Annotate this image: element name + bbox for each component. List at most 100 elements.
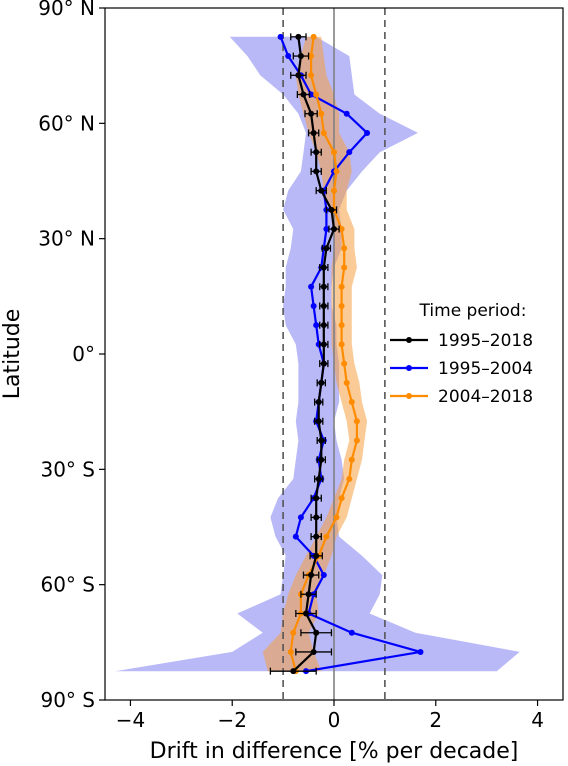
data-point (338, 495, 345, 502)
data-point (343, 110, 350, 117)
x-tick-label: 0 (328, 708, 341, 732)
data-point (285, 53, 292, 60)
data-point (348, 456, 355, 463)
data-point (313, 149, 320, 156)
data-point (300, 91, 307, 98)
legend-title: Time period: (419, 301, 527, 321)
y-tick-label: 30° N (38, 227, 95, 251)
data-point (315, 475, 322, 482)
legend-label: 1995–2004 (438, 359, 533, 379)
data-point (338, 283, 345, 290)
legend-label: 2004–2018 (438, 387, 533, 407)
x-axis: −4 −2 0 2 4 (116, 700, 544, 732)
data-point (308, 110, 315, 117)
data-point (308, 283, 315, 290)
data-point (310, 648, 317, 655)
data-point (295, 33, 302, 40)
data-point (318, 437, 325, 444)
data-point (287, 648, 294, 655)
data-point (318, 456, 325, 463)
data-point (338, 322, 345, 329)
data-point (318, 110, 325, 117)
legend-marker (406, 365, 412, 371)
data-point (313, 168, 320, 175)
x-tick-label: 4 (531, 708, 544, 732)
data-point (320, 283, 327, 290)
data-point (331, 149, 337, 156)
data-point (295, 72, 302, 79)
data-point (331, 226, 337, 233)
data-point (346, 475, 353, 482)
data-point (297, 53, 304, 60)
y-tick-label: 90° N (38, 0, 95, 20)
data-point (290, 629, 297, 636)
data-point (292, 533, 299, 540)
data-point (315, 418, 322, 425)
data-point (320, 302, 327, 309)
data-point (348, 629, 355, 636)
band-late-period (262, 36, 368, 672)
data-point (338, 302, 345, 309)
series-line (279, 36, 422, 673)
data-point (341, 360, 348, 367)
data-point (297, 514, 304, 521)
data-point (310, 33, 317, 40)
uncertainty-bands (115, 36, 520, 672)
x-axis-title: Drift in difference [% per decade] (150, 739, 519, 764)
y-axis-title: Latitude (0, 309, 25, 400)
reference-lines (282, 8, 386, 700)
y-axis: 90° N 60° N 30° N 0° 30° S 60° S 90° S (38, 0, 105, 712)
legend: Time period: 1995–2018 1995–2004 2004–2018 (390, 301, 533, 407)
data-point (331, 187, 337, 194)
x-tick-label: −2 (217, 708, 246, 732)
data-point (290, 668, 297, 675)
data-point (353, 418, 360, 425)
data-point (343, 379, 350, 386)
x-tick-label: −4 (116, 708, 145, 732)
x-tick-label: 2 (429, 708, 442, 732)
series-line (292, 36, 336, 672)
data-point (341, 245, 348, 252)
data-point (305, 591, 312, 598)
data-point (323, 533, 330, 540)
data-point (353, 437, 360, 444)
data-point (323, 226, 330, 233)
data-point (313, 322, 320, 329)
legend-entry: 1995–2004 (390, 359, 533, 379)
y-tick-label: 60° N (38, 111, 95, 135)
series-full-period (269, 33, 340, 675)
data-point (313, 514, 320, 521)
legend-marker (406, 393, 412, 399)
data-point (341, 264, 348, 271)
data-point (333, 514, 340, 521)
data-point (348, 399, 355, 406)
data-point (320, 360, 327, 367)
data-point (318, 187, 325, 194)
y-tick-label: 60° S (40, 573, 95, 597)
band-early-period (115, 36, 520, 672)
data-point (318, 379, 325, 386)
data-point (346, 149, 353, 156)
data-point (313, 91, 320, 98)
series-lines (269, 33, 424, 675)
data-point (417, 648, 424, 655)
legend-entry: 1995–2018 (390, 331, 533, 351)
data-point (308, 72, 315, 79)
data-point (310, 302, 317, 309)
data-point (320, 341, 327, 348)
data-point (313, 495, 320, 502)
data-point (277, 33, 284, 40)
data-point (320, 129, 327, 136)
data-point (333, 168, 340, 175)
legend-marker (406, 337, 412, 343)
y-tick-label: 90° S (40, 688, 95, 712)
y-tick-label: 30° S (40, 457, 95, 481)
data-point (338, 226, 345, 233)
data-point (323, 245, 330, 252)
data-point (313, 552, 320, 559)
data-point (320, 322, 327, 329)
data-point (313, 629, 320, 636)
data-point (308, 572, 315, 579)
data-point (308, 53, 315, 60)
data-point (315, 399, 322, 406)
